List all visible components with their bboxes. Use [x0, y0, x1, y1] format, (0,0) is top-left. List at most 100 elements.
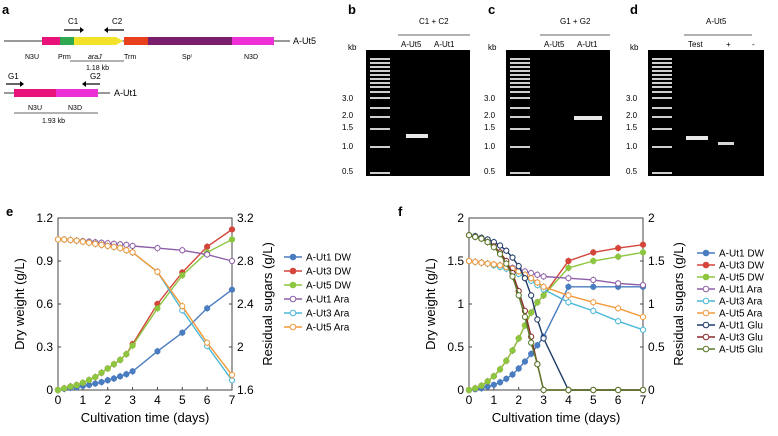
data-point — [590, 307, 597, 314]
legend-label: A-Ut1 Glu — [719, 321, 763, 332]
svg-text:3.0: 3.0 — [626, 94, 638, 103]
data-point — [590, 283, 597, 290]
data-point — [509, 371, 516, 378]
data-point — [528, 350, 535, 357]
ladder-band — [652, 86, 672, 88]
x-axis-title: Cultivation time (days) — [81, 410, 210, 425]
legend-item: A-Ut1 Ara — [697, 285, 763, 296]
data-point — [228, 371, 236, 379]
construct-name-a-ut1: A-Ut1 — [114, 88, 137, 98]
legend-marker — [702, 309, 710, 317]
data-point — [565, 264, 572, 271]
data-point — [79, 238, 86, 245]
legend-label: A-Ut5 DW — [719, 273, 765, 284]
data-point — [540, 386, 547, 394]
x-tick-label: 6 — [204, 393, 211, 407]
data-point — [534, 271, 541, 278]
construct-name-a-ut5: A-Ut5 — [293, 36, 316, 46]
gel-ladder-c — [510, 58, 530, 174]
ladder-band — [652, 58, 672, 60]
ladder-band — [652, 62, 672, 64]
segment-prm — [60, 37, 74, 45]
data-point — [104, 377, 111, 384]
svg-text:1.0: 1.0 — [342, 142, 354, 151]
lane-label-b-1: A-Ut5 — [401, 40, 422, 49]
legend-marker — [289, 323, 297, 331]
construct-a-ut5: A-Ut5 C1 C2 N3U Prm araJ Trm Spʳ N3D 1.1… — [4, 17, 316, 72]
data-point — [54, 236, 62, 243]
ladder-band — [510, 74, 530, 76]
x-tick-label: 4 — [565, 393, 572, 407]
legend-item: A-Ut1 DW — [284, 253, 352, 264]
lane-label-b-2: A-Ut1 — [434, 40, 455, 49]
data-point — [496, 379, 504, 386]
ladder-band — [370, 107, 390, 109]
legend-marker — [702, 285, 710, 293]
segment-n3d — [56, 89, 98, 97]
ladder-marks-d: 3.0 2.0 1.5 1.0 0.5 — [626, 94, 638, 176]
svg-text:0.5: 0.5 — [342, 167, 354, 176]
data-point — [490, 244, 497, 251]
ladder-marks-c: 3.0 2.0 1.5 1.0 0.5 — [484, 94, 496, 176]
data-point — [565, 275, 572, 282]
ladder-band — [652, 97, 672, 99]
lane-label-d-3: - — [752, 40, 755, 49]
y-axis-title: Dry weight (g/L) — [12, 258, 27, 350]
lane-label-c-1: A-Ut5 — [544, 40, 565, 49]
ladder-band — [652, 78, 672, 80]
label-n3u-2: N3U — [28, 105, 42, 112]
ladder-band — [510, 128, 530, 130]
data-point — [228, 286, 236, 293]
x-tick-label: 0 — [466, 393, 473, 407]
svg-text:0.5: 0.5 — [626, 167, 638, 176]
legend-label: A-Ut1 DW — [719, 249, 765, 260]
legend-item: A-Ut5 DW — [697, 273, 765, 284]
lane-label-d-1: Test — [688, 40, 703, 49]
legend-label: A-Ut3 DW — [306, 267, 352, 278]
ladder-band — [652, 91, 672, 93]
data-point — [129, 249, 136, 256]
ladder-marks-b: 3.0 2.0 1.5 1.0 0.5 — [342, 94, 354, 176]
segment-araj — [74, 37, 123, 45]
data-point — [565, 292, 572, 299]
data-point — [540, 283, 547, 290]
data-point — [490, 373, 497, 380]
segment-n3u — [14, 89, 56, 97]
gel-header-d: A-Ut5 — [706, 17, 727, 26]
legend-marker — [289, 281, 297, 289]
x-tick-label: 2 — [104, 393, 111, 407]
data-point — [154, 348, 161, 355]
gel-ladder-b — [370, 58, 390, 174]
data-point — [590, 386, 597, 394]
primer-g2: G2 — [90, 72, 101, 81]
series-a-ut3-ara — [465, 257, 647, 334]
data-point — [117, 245, 124, 252]
data-point — [496, 242, 504, 249]
data-point — [615, 280, 622, 287]
primer-arrow-left-icon — [82, 81, 100, 87]
legend-item: A-Ut5 Glu — [697, 345, 763, 356]
data-point — [85, 239, 93, 246]
legend-marker — [702, 273, 710, 281]
series-a-ut5-dw — [465, 248, 647, 394]
data-point — [472, 385, 479, 392]
legend-label: A-Ut1 DW — [306, 253, 352, 264]
chart-e: 0 1 2 3 4 5 6 7 0 0.3 0.6 0.9 1.2 1.6 2 2.4 2.8 3.2 Cultiv… — [12, 211, 352, 425]
svg-text:1.5: 1.5 — [342, 123, 354, 132]
ladder-band — [652, 70, 672, 72]
data-point — [503, 260, 510, 267]
legend-marker — [702, 345, 710, 353]
primer-arrow-right-icon — [64, 27, 84, 33]
legend-label: A-Ut5 DW — [306, 281, 352, 292]
data-point — [490, 261, 497, 268]
legend-item: A-Ut3 DW — [697, 261, 765, 272]
size-1-93kb: 1.93 kb — [42, 118, 65, 125]
kb-label-c: kb — [488, 43, 497, 52]
y2-tick-label: 2.8 — [237, 254, 254, 268]
svg-text:3.0: 3.0 — [484, 94, 496, 103]
data-point — [472, 258, 479, 265]
kb-label-d: kb — [630, 43, 639, 52]
x-axis-title: Cultivation time (days) — [492, 410, 621, 425]
legend-marker — [289, 295, 297, 303]
legend-marker — [289, 309, 297, 317]
